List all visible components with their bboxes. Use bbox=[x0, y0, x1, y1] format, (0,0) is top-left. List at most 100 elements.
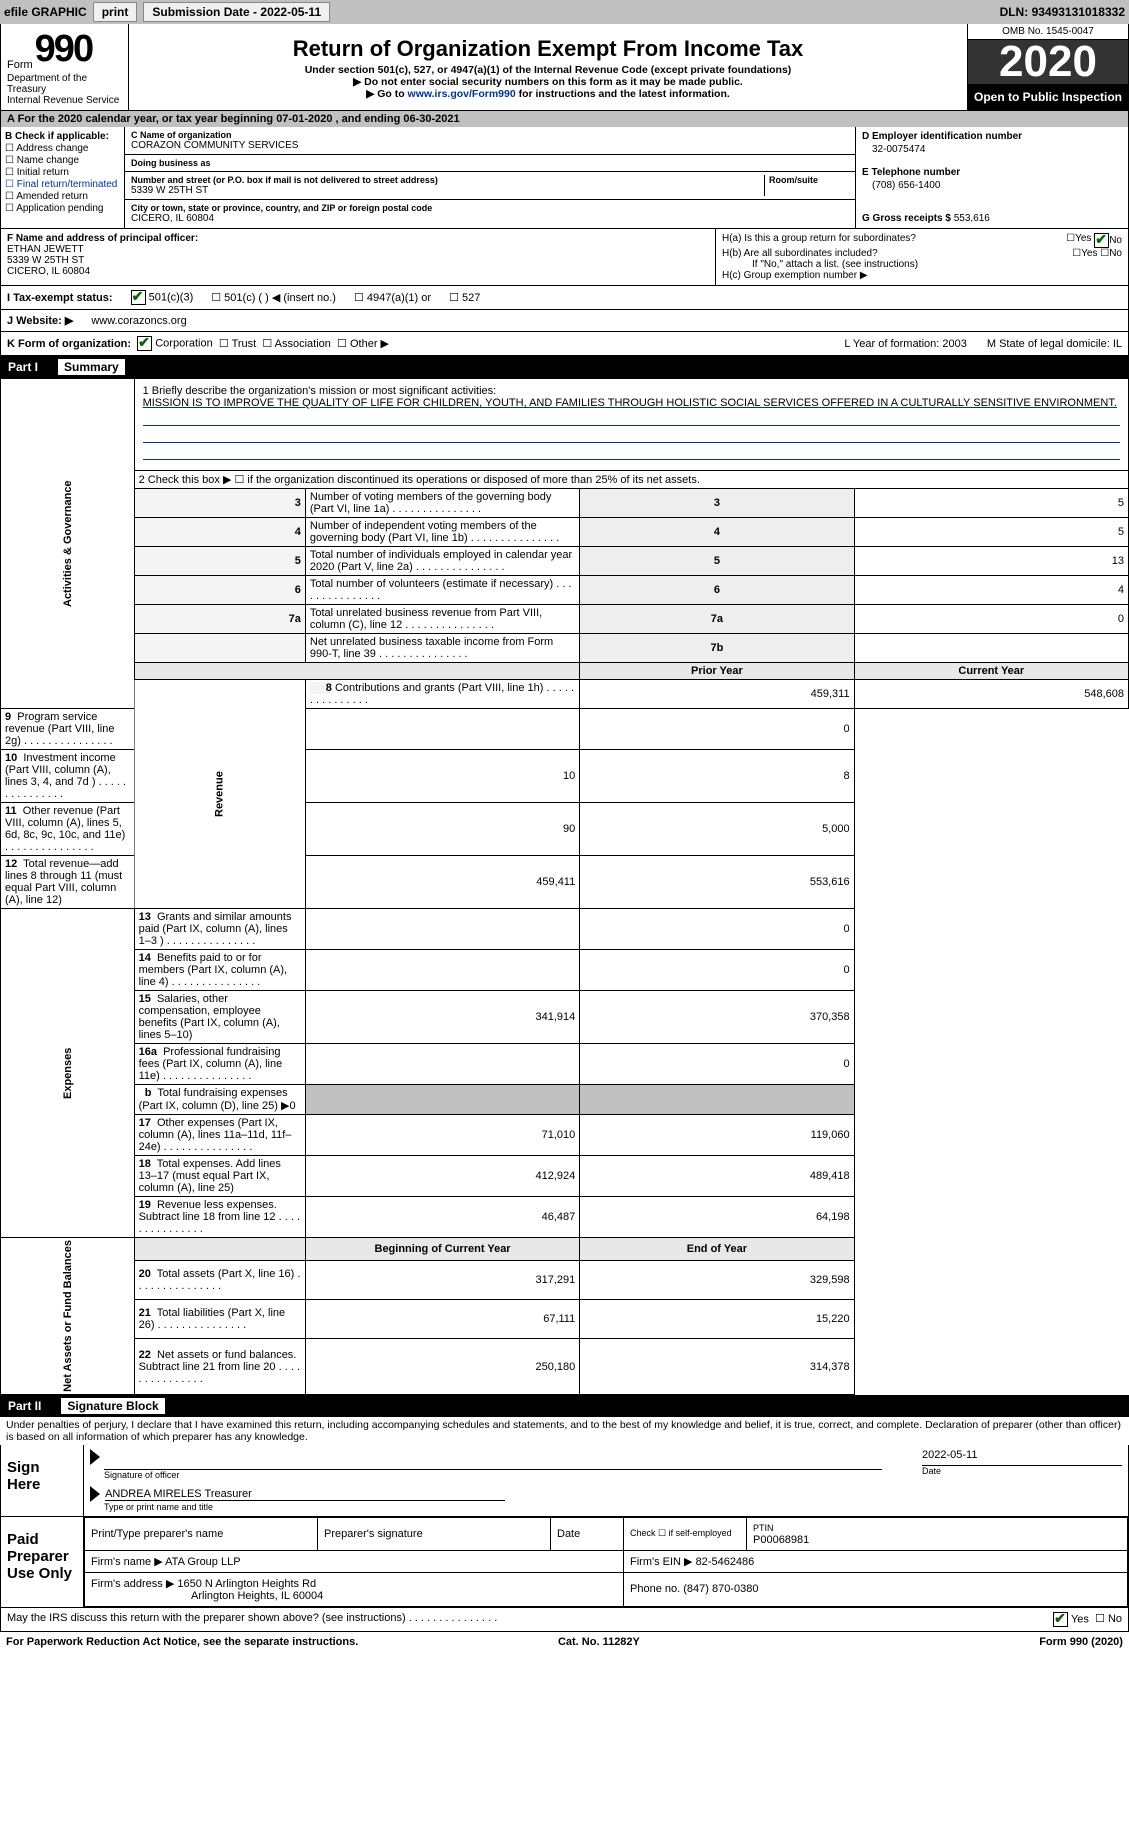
table-row: 19 Revenue less expenses. Subtract line … bbox=[1, 1197, 1129, 1238]
instructions-link[interactable]: www.irs.gov/Form990 bbox=[408, 88, 516, 100]
paperwork-notice: For Paperwork Reduction Act Notice, see … bbox=[6, 1636, 358, 1648]
tax-exempt-label: I Tax-exempt status: bbox=[7, 292, 113, 304]
form-word: Form bbox=[7, 59, 33, 71]
opt-trust[interactable]: ☐ Trust bbox=[219, 337, 256, 350]
table-row: 7aTotal unrelated business revenue from … bbox=[1, 605, 1129, 634]
table-row: 20 Total assets (Part X, line 16)317,291… bbox=[1, 1260, 1129, 1299]
sign-here-label: Sign Here bbox=[1, 1445, 84, 1516]
discuss-yes[interactable]: Yes bbox=[1053, 1612, 1089, 1627]
firm-name: Firm's name ▶ ATA Group LLP bbox=[85, 1550, 624, 1572]
box-h: H(a) Is this a group return for subordin… bbox=[716, 229, 1128, 285]
section-bcde: B Check if applicable: ☐ Address change … bbox=[0, 127, 1129, 229]
row-j: J Website: ▶ www.corazoncs.org bbox=[0, 310, 1129, 332]
table-row: 15 Salaries, other compensation, employe… bbox=[1, 991, 1129, 1044]
side-net: Net Assets or Fund Balances bbox=[1, 1238, 135, 1395]
hb-yes[interactable]: ☐Yes bbox=[1072, 248, 1097, 259]
form-org-label: K Form of organization: bbox=[7, 338, 131, 350]
submission-date: Submission Date - 2022-05-11 bbox=[143, 2, 330, 22]
check-pending[interactable]: ☐ Application pending bbox=[5, 203, 120, 214]
arrow-icon bbox=[90, 1449, 100, 1465]
opt-501c3[interactable]: 501(c)(3) bbox=[131, 290, 194, 305]
table-row: b Total fundraising expenses (Part IX, c… bbox=[1, 1085, 1129, 1115]
mission-label: 1 Briefly describe the organization's mi… bbox=[143, 385, 1120, 397]
opt-501c[interactable]: ☐ 501(c) ( ) ◀ (insert no.) bbox=[211, 291, 336, 304]
ein-label: D Employer identification number bbox=[862, 131, 1122, 142]
box-b-label: B Check if applicable: bbox=[5, 131, 109, 142]
table-row: 4Number of independent voting members of… bbox=[1, 518, 1129, 547]
page-footer: For Paperwork Reduction Act Notice, see … bbox=[0, 1632, 1129, 1652]
table-row: Net unrelated business taxable income fr… bbox=[1, 634, 1129, 663]
addr-label: Number and street (or P.O. box if mail i… bbox=[131, 175, 764, 185]
ha-yes[interactable]: ☐Yes bbox=[1066, 233, 1091, 248]
form-header: Form 990 Department of the Treasury Inte… bbox=[0, 24, 1129, 111]
officer-label: F Name and address of principal officer: bbox=[7, 233, 198, 244]
section-fh: F Name and address of principal officer:… bbox=[0, 229, 1129, 286]
ha-no[interactable]: No bbox=[1094, 233, 1122, 248]
check-name-change[interactable]: ☐ Name change bbox=[5, 155, 120, 166]
city-state-zip: CICERO, IL 60804 bbox=[131, 213, 849, 224]
signer-name-label: Type or print name and title bbox=[104, 1502, 1122, 1512]
signer-name: ANDREA MIRELES Treasurer bbox=[105, 1488, 505, 1501]
ha-label: H(a) Is this a group return for subordin… bbox=[722, 233, 1066, 248]
prep-sig-label: Preparer's signature bbox=[318, 1517, 551, 1550]
phone: (708) 656-1400 bbox=[862, 180, 1122, 191]
table-row: 3Number of voting members of the governi… bbox=[1, 489, 1129, 518]
opt-assoc[interactable]: ☐ Association bbox=[262, 337, 331, 350]
sig-officer-label: Signature of officer bbox=[104, 1470, 882, 1480]
box-f: F Name and address of principal officer:… bbox=[1, 229, 716, 285]
part-1-header: Part I Summary bbox=[0, 356, 1129, 378]
opt-4947[interactable]: ☐ 4947(a)(1) or bbox=[354, 291, 431, 304]
form-number: 990 bbox=[35, 28, 92, 71]
top-toolbar: efile GRAPHIC print Submission Date - 20… bbox=[0, 0, 1129, 24]
form-id-footer: Form 990 (2020) bbox=[1039, 1636, 1123, 1648]
box-c: C Name of organization CORAZON COMMUNITY… bbox=[125, 127, 856, 228]
gross-receipts: G Gross receipts $ 553,616 bbox=[862, 213, 1122, 224]
check-initial-return[interactable]: ☐ Initial return bbox=[5, 167, 120, 178]
officer-name: ETHAN JEWETT bbox=[7, 244, 84, 255]
declaration-text: Under penalties of perjury, I declare th… bbox=[0, 1417, 1129, 1445]
check-amended[interactable]: ☐ Amended return bbox=[5, 191, 120, 202]
side-expenses: Expenses bbox=[1, 909, 135, 1238]
check-final-return[interactable]: ☐ Final return/terminated bbox=[5, 179, 120, 190]
row-i: I Tax-exempt status: 501(c)(3) ☐ 501(c) … bbox=[0, 286, 1129, 310]
opt-other[interactable]: ☐ Other ▶ bbox=[337, 337, 389, 350]
subtitle-2: ▶ Do not enter social security numbers o… bbox=[137, 76, 959, 88]
ein: 32-0075474 bbox=[862, 144, 1122, 155]
prep-name-label: Print/Type preparer's name bbox=[85, 1517, 318, 1550]
box-de: D Employer identification number 32-0075… bbox=[856, 127, 1128, 228]
ptin-cell: PTINP00068981 bbox=[747, 1517, 1128, 1550]
form-title-block: Return of Organization Exempt From Incom… bbox=[129, 24, 968, 110]
discuss-no[interactable]: ☐ No bbox=[1095, 1612, 1122, 1627]
print-button[interactable]: print bbox=[93, 2, 138, 22]
org-name-label: C Name of organization bbox=[131, 130, 849, 140]
table-row: 16a Professional fundraising fees (Part … bbox=[1, 1044, 1129, 1085]
hb-note: If "No," attach a list. (see instruction… bbox=[722, 259, 1122, 270]
opt-corp[interactable]: Corporation bbox=[137, 336, 213, 351]
opt-527[interactable]: ☐ 527 bbox=[449, 291, 480, 304]
website-value: www.corazoncs.org bbox=[91, 315, 186, 327]
paid-preparer-table: Print/Type preparer's name Preparer's si… bbox=[84, 1517, 1128, 1607]
table-row: 22 Net assets or fund balances. Subtract… bbox=[1, 1339, 1129, 1394]
year-formation: L Year of formation: 2003 bbox=[844, 338, 967, 350]
hb-label: H(b) Are all subordinates included? bbox=[722, 248, 1072, 259]
discuss-row: May the IRS discuss this return with the… bbox=[0, 1608, 1129, 1632]
table-row: 6Total number of volunteers (estimate if… bbox=[1, 576, 1129, 605]
sign-date: 2022-05-11 bbox=[922, 1449, 1122, 1461]
officer-addr1: 5339 W 25TH ST bbox=[7, 255, 84, 266]
form-title: Return of Organization Exempt From Incom… bbox=[137, 36, 959, 62]
line-a: A For the 2020 calendar year, or tax yea… bbox=[0, 111, 1129, 127]
check-address-change[interactable]: ☐ Address change bbox=[5, 143, 120, 154]
self-employed-check[interactable]: Check ☐ if self-employed bbox=[624, 1517, 747, 1550]
sign-date-label: Date bbox=[922, 1466, 1122, 1476]
col-headers: Prior YearCurrent Year bbox=[1, 663, 1129, 680]
dba-label: Doing business as bbox=[131, 158, 849, 168]
prep-date-label: Date bbox=[551, 1517, 624, 1550]
city-label: City or town, state or province, country… bbox=[131, 203, 849, 213]
subtitle-3: ▶ Go to www.irs.gov/Form990 for instruct… bbox=[137, 88, 959, 100]
part-2-title: Signature Block bbox=[61, 1398, 164, 1414]
hb-no[interactable]: ☐No bbox=[1100, 248, 1122, 259]
table-row: 21 Total liabilities (Part X, line 26)67… bbox=[1, 1300, 1129, 1339]
year-block: OMB No. 1545-0047 2020 Open to Public In… bbox=[968, 24, 1128, 110]
side-revenue: Revenue bbox=[134, 680, 305, 909]
form-id-block: Form 990 Department of the Treasury Inte… bbox=[1, 24, 129, 110]
